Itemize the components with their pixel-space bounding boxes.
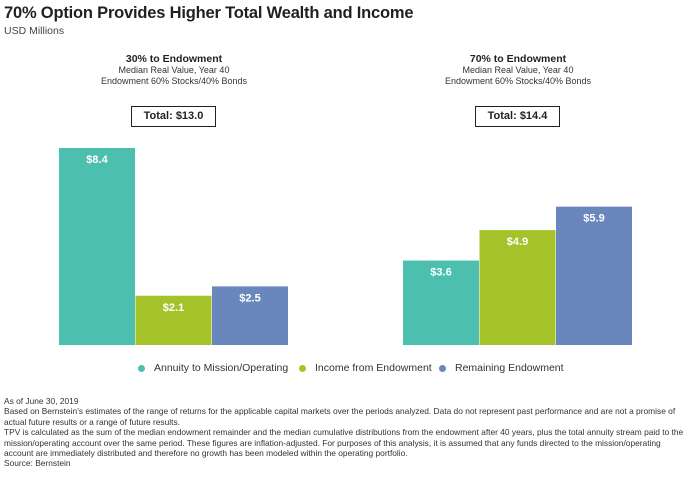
legend-item-remaining: Remaining Endowment: [439, 362, 564, 374]
legend-item-annuity: Annuity to Mission/Operating: [138, 362, 288, 374]
data-label-income-group-2: $4.9: [507, 236, 528, 248]
panel-line1-right: Median Real Value, Year 40: [462, 65, 574, 75]
panel-header-right: 70% to Endowment Median Real Value, Year…: [388, 53, 648, 87]
chart-title: 70% Option Provides Higher Total Wealth …: [4, 4, 414, 22]
bar-remaining-group-2: [556, 206, 632, 345]
legend-swatch-annuity: [138, 364, 145, 372]
panel-title-right: 70% to Endowment: [469, 53, 567, 65]
footnote-estimates: Based on Bernstein’s estimates of the ra…: [4, 406, 676, 427]
data-label-remaining-group-2: $5.9: [583, 213, 604, 225]
data-label-remaining-group-1: $2.5: [239, 292, 260, 304]
footnote-tpv: TPV is calculated as the sum of the medi…: [4, 427, 684, 459]
total-box-left: Total: $13.0: [131, 106, 216, 127]
bar-income-group-2: [479, 230, 556, 345]
legend-label-income: Income from Endowment: [315, 362, 432, 374]
footnote-date: As of June 30, 2019: [4, 396, 79, 406]
bar-annuity-group-1: [59, 148, 135, 345]
legend-swatch-income: [299, 364, 306, 372]
legend-label-annuity: Annuity to Mission/Operating: [154, 362, 289, 374]
panel-line2-right: Endowment 60% Stocks/40% Bonds: [444, 76, 592, 86]
data-label-annuity-group-1: $8.4: [86, 154, 108, 166]
data-label-income-group-1: $2.1: [163, 302, 184, 314]
bar-income-group-1: [135, 295, 212, 345]
panel-header-left: 30% to Endowment Median Real Value, Year…: [44, 53, 304, 87]
data-label-annuity-group-2: $3.6: [430, 267, 451, 279]
chart-subtitle: USD Millions: [4, 25, 65, 37]
footnotes: As of June 30, 2019 Based on Bernstein’s…: [4, 396, 688, 469]
legend-label-remaining: Remaining Endowment: [455, 362, 564, 374]
legend-swatch-remaining: [439, 364, 446, 372]
legend-item-income: Income from Endowment: [299, 362, 432, 374]
panel-line2-left: Endowment 60% Stocks/40% Bonds: [100, 76, 248, 86]
panel-line1-left: Median Real Value, Year 40: [118, 65, 230, 75]
total-box-right: Total: $14.4: [475, 106, 560, 127]
bar-remaining-group-1: [212, 286, 288, 345]
panel-title-left: 30% to Endowment: [125, 53, 223, 65]
footnote-source: Source: Bernstein: [4, 458, 71, 469]
bar-annuity-group-2: [403, 260, 479, 345]
